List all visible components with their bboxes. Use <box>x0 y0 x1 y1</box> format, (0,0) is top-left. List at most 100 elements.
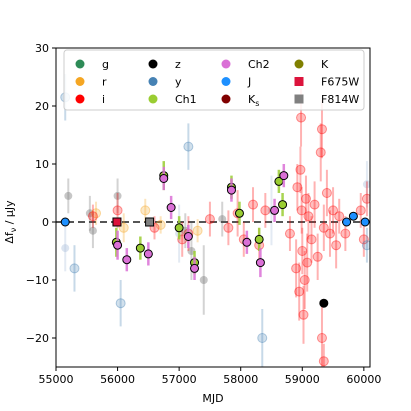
legend-label: r <box>102 76 107 89</box>
point-ch2 <box>270 205 280 215</box>
plot-content <box>56 74 370 367</box>
point-i <box>318 356 329 367</box>
point-f814w <box>145 217 155 227</box>
legend-marker-j <box>221 77 231 86</box>
legend-label: g <box>102 58 109 71</box>
point-i <box>328 205 339 216</box>
point-r <box>155 219 166 230</box>
point-ch1 <box>135 243 145 253</box>
point-i <box>300 193 311 204</box>
legend-marker-ch1 <box>148 94 158 104</box>
point-z <box>319 298 329 308</box>
y-tick-label: 0 <box>42 216 49 229</box>
x-tick-label: 60000 <box>346 373 381 386</box>
legend-label: F814W <box>321 93 359 106</box>
legend-marker-ch2 <box>221 59 231 69</box>
legend-marker-i <box>75 94 85 104</box>
point-r <box>91 208 102 219</box>
point-ch2 <box>183 232 193 241</box>
point-ch1 <box>254 234 264 244</box>
point-y <box>257 333 268 343</box>
point-i <box>321 188 332 198</box>
point-f675w <box>112 217 122 227</box>
point-i <box>309 199 320 210</box>
point-i <box>303 211 314 222</box>
point-i <box>295 164 306 175</box>
point-i <box>296 205 307 216</box>
point-r <box>140 205 151 216</box>
faint-point <box>64 191 73 200</box>
point-i <box>112 205 123 216</box>
legend-label: Ks <box>248 93 259 108</box>
point-i <box>331 240 342 251</box>
point-ch1 <box>174 223 184 233</box>
y-axis-label: Δfν / μJy <box>3 200 18 244</box>
point-i <box>223 222 234 233</box>
point-i <box>284 228 295 239</box>
legend-label: z <box>175 58 181 71</box>
point-j <box>60 217 70 227</box>
point-y <box>183 141 194 152</box>
y-tick-label: 20 <box>35 100 49 113</box>
x-tick-label: 55000 <box>39 373 74 386</box>
point-ch2 <box>143 249 153 259</box>
point-i <box>312 251 323 262</box>
x-tick-label: 58000 <box>223 373 258 386</box>
x-tick-label: 57000 <box>162 373 197 386</box>
y-tick-label: 10 <box>35 158 49 171</box>
legend-label: K <box>321 58 329 71</box>
legend-marker-ks <box>221 94 231 104</box>
legend-label: F675W <box>321 76 359 89</box>
y-tick-label: −10 <box>26 274 49 287</box>
legend-label: i <box>102 93 105 106</box>
point-i <box>291 263 302 274</box>
point-i <box>296 112 307 123</box>
point-i <box>294 286 305 297</box>
plot-area <box>56 74 370 367</box>
faint-point <box>199 276 208 284</box>
legend-marker-f814w <box>294 94 304 104</box>
point-i <box>299 275 310 285</box>
legend-label: y <box>175 76 182 89</box>
point-ch2 <box>226 185 236 195</box>
x-tick-label: 56000 <box>100 373 135 386</box>
point-ch2 <box>279 171 289 181</box>
point-i <box>316 333 327 343</box>
faint-point <box>61 244 70 253</box>
point-j <box>342 217 352 227</box>
legend-marker-g <box>75 59 85 69</box>
legend-box <box>63 49 365 111</box>
point-y <box>69 263 80 274</box>
point-i <box>204 214 215 225</box>
point-j <box>360 217 370 227</box>
legend-marker-y <box>148 77 158 86</box>
point-ch1 <box>278 200 288 210</box>
legend-label: J <box>247 76 251 89</box>
x-axis-label: MJD <box>202 392 223 405</box>
point-j <box>348 211 358 221</box>
point-i <box>297 246 308 256</box>
point-i <box>334 211 345 222</box>
point-ch1 <box>234 208 244 218</box>
point-i <box>318 222 329 233</box>
point-y <box>115 298 126 309</box>
point-i <box>306 234 317 245</box>
point-i <box>358 234 369 245</box>
y-tick-label: 30 <box>35 42 49 55</box>
faint-point <box>85 209 94 218</box>
point-i <box>248 199 259 210</box>
axes-frame <box>55 47 371 368</box>
legend-marker-z <box>148 59 158 69</box>
point-i <box>340 228 351 239</box>
legend: gri zy Ch1 Ch2 J Ks K F675W F814W <box>63 49 365 111</box>
point-r <box>118 222 129 233</box>
point-i <box>315 147 326 158</box>
point-ch2 <box>242 237 252 247</box>
point-ch2 <box>190 263 200 273</box>
point-ch2 <box>113 240 123 250</box>
faint-point <box>88 226 97 235</box>
point-i <box>355 205 366 216</box>
faint-point <box>362 180 370 189</box>
legend-marker-r <box>75 77 85 86</box>
